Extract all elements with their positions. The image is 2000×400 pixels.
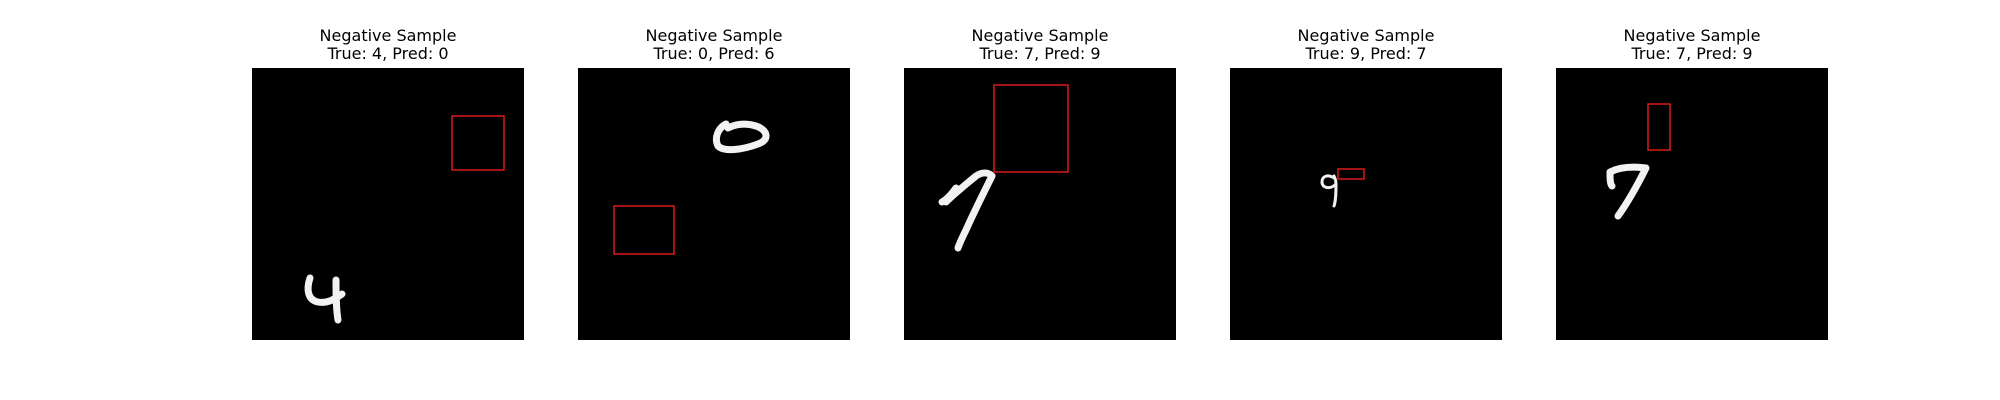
panel-heading: Negative Sample	[1623, 26, 1761, 45]
panel-title: Negative Sample True: 4, Pred: 0	[252, 27, 524, 63]
panel-heading: Negative Sample	[971, 26, 1109, 45]
panel-heading: Negative Sample	[645, 26, 783, 45]
image-background	[1556, 68, 1828, 340]
digit-image	[252, 68, 524, 340]
panel-1: Negative Sample True: 4, Pred: 0	[252, 0, 524, 400]
panel-heading: Negative Sample	[319, 26, 457, 45]
panel-title: Negative Sample True: 0, Pred: 6	[578, 27, 850, 63]
digit-stroke-4	[304, 274, 346, 324]
digit-image-canvas	[252, 68, 524, 340]
panel-label: True: 9, Pred: 7	[1305, 44, 1427, 63]
digit-image-canvas	[578, 68, 850, 340]
panel-3: Negative Sample True: 7, Pred: 9	[904, 0, 1176, 400]
panel-2: Negative Sample True: 0, Pred: 6	[578, 0, 850, 400]
digit-image	[1556, 68, 1828, 340]
panel-5: Negative Sample True: 7, Pred: 9	[1556, 0, 1828, 400]
bounding-box	[1647, 103, 1671, 151]
digit-image-canvas	[904, 68, 1176, 340]
digit-image	[904, 68, 1176, 340]
image-background	[1230, 68, 1502, 340]
panel-label: True: 4, Pred: 0	[327, 44, 449, 63]
bounding-box	[993, 84, 1069, 173]
panel-title: Negative Sample True: 9, Pred: 7	[1230, 27, 1502, 63]
bounding-box	[451, 115, 505, 171]
digit-image	[578, 68, 850, 340]
panel-label: True: 0, Pred: 6	[653, 44, 775, 63]
digit-image-canvas	[1230, 68, 1502, 340]
image-background	[252, 68, 524, 340]
digit-stroke-0	[712, 120, 770, 154]
panel-heading: Negative Sample	[1297, 26, 1435, 45]
panel-title: Negative Sample True: 7, Pred: 9	[904, 27, 1176, 63]
digit-stroke-9	[1320, 174, 1338, 208]
digit-image-canvas	[1556, 68, 1828, 340]
bounding-box	[613, 205, 675, 255]
digit-image	[1230, 68, 1502, 340]
image-background	[578, 68, 850, 340]
bounding-box	[1337, 168, 1365, 180]
image-background	[904, 68, 1176, 340]
digit-stroke-7	[1606, 163, 1650, 220]
digit-stroke-7	[938, 169, 996, 252]
panel-4: Negative Sample True: 9, Pred: 7	[1230, 0, 1502, 400]
panel-title: Negative Sample True: 7, Pred: 9	[1556, 27, 1828, 63]
panel-label: True: 7, Pred: 9	[1631, 44, 1753, 63]
panel-label: True: 7, Pred: 9	[979, 44, 1101, 63]
